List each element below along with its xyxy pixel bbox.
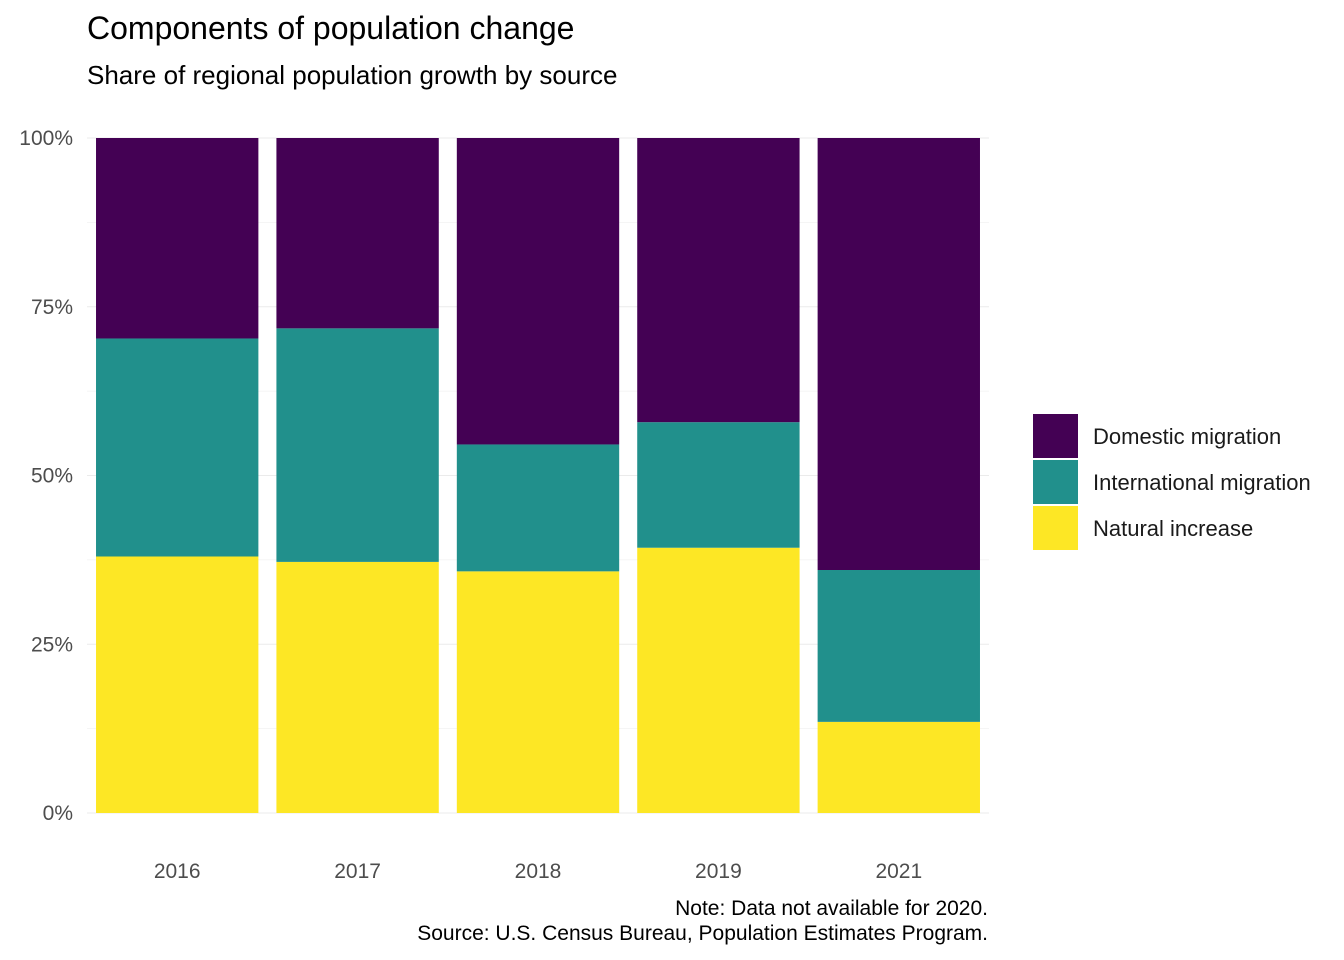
bar-segment-2017-domestic-migration [276, 138, 439, 329]
legend-label: Domestic migration [1093, 424, 1281, 449]
x-tick-label: 2019 [695, 860, 742, 883]
bar-segment-2018-natural-increase [456, 571, 620, 813]
x-tick-label: 2021 [875, 860, 922, 883]
bar-segment-2018-international-migration [456, 444, 620, 572]
caption-note: Note: Data not available for 2020. [675, 897, 988, 920]
bar-segment-2016-international-migration [96, 338, 259, 557]
legend: Domestic migration International migratio… [1033, 414, 1311, 550]
caption-source: Source: U.S. Census Bureau, Population E… [417, 922, 988, 945]
bar-segment-2021-international-migration [817, 570, 980, 722]
y-tick-label: 50% [31, 465, 73, 488]
bar-segment-2018-domestic-migration [456, 138, 620, 445]
chart-title: Components of population change [87, 10, 575, 46]
legend-swatch-natural-increase [1033, 506, 1078, 550]
bar-segment-2019-domestic-migration [637, 138, 800, 423]
x-tick-label: 2017 [334, 860, 381, 883]
y-tick-label: 75% [31, 296, 73, 319]
bar-segment-2016-natural-increase [96, 556, 259, 813]
y-tick-label: 0% [43, 802, 73, 825]
x-axis: 2016 2017 2018 2019 2021 [154, 860, 922, 883]
bar-segment-2019-international-migration [637, 422, 800, 548]
y-tick-label: 25% [31, 633, 73, 656]
bars-layer [96, 138, 980, 813]
bar-segment-2017-natural-increase [276, 561, 439, 813]
legend-label: Natural increase [1093, 516, 1253, 541]
x-tick-label: 2016 [154, 860, 201, 883]
y-axis: 0% 25% 50% 75% 100% [19, 127, 73, 825]
bar-segment-2021-domestic-migration [817, 138, 980, 570]
chart-subtitle: Share of regional population growth by s… [87, 60, 618, 90]
legend-swatch-domestic-migration [1033, 414, 1078, 458]
bar-segment-2016-domestic-migration [96, 138, 259, 339]
legend-swatch-international-migration [1033, 460, 1078, 504]
y-tick-label: 100% [19, 127, 73, 150]
bar-segment-2021-natural-increase [817, 721, 980, 813]
x-tick-label: 2018 [515, 860, 562, 883]
bar-segment-2017-international-migration [276, 328, 439, 562]
bar-segment-2019-natural-increase [637, 547, 800, 813]
legend-label: International migration [1093, 470, 1311, 495]
